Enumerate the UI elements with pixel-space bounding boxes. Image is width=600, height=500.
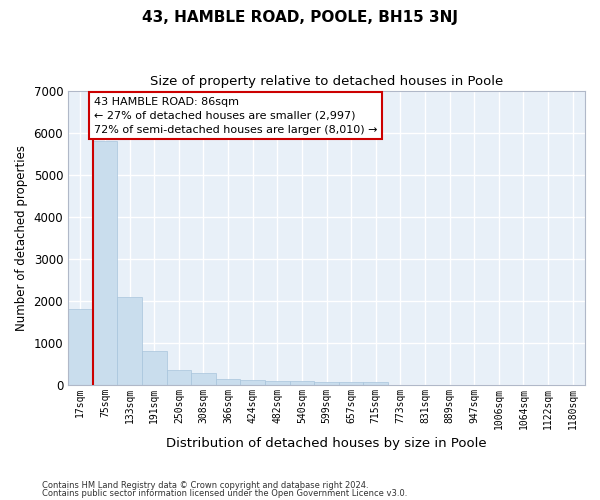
Bar bbox=[167, 370, 191, 385]
Text: Contains HM Land Registry data © Crown copyright and database right 2024.: Contains HM Land Registry data © Crown c… bbox=[42, 481, 368, 490]
Title: Size of property relative to detached houses in Poole: Size of property relative to detached ho… bbox=[150, 75, 503, 88]
Bar bbox=[92, 141, 117, 385]
Bar bbox=[364, 382, 388, 385]
Text: 43 HAMBLE ROAD: 86sqm
← 27% of detached houses are smaller (2,997)
72% of semi-d: 43 HAMBLE ROAD: 86sqm ← 27% of detached … bbox=[94, 97, 377, 135]
Bar bbox=[117, 296, 142, 385]
Bar bbox=[142, 351, 167, 385]
Bar bbox=[290, 382, 314, 385]
Text: Contains public sector information licensed under the Open Government Licence v3: Contains public sector information licen… bbox=[42, 488, 407, 498]
Bar bbox=[216, 379, 241, 385]
Text: 43, HAMBLE ROAD, POOLE, BH15 3NJ: 43, HAMBLE ROAD, POOLE, BH15 3NJ bbox=[142, 10, 458, 25]
Y-axis label: Number of detached properties: Number of detached properties bbox=[15, 144, 28, 330]
Bar bbox=[68, 309, 92, 385]
Bar bbox=[241, 380, 265, 385]
Bar bbox=[314, 382, 339, 385]
Bar bbox=[339, 382, 364, 385]
X-axis label: Distribution of detached houses by size in Poole: Distribution of detached houses by size … bbox=[166, 437, 487, 450]
Bar bbox=[265, 381, 290, 385]
Bar bbox=[191, 372, 216, 385]
